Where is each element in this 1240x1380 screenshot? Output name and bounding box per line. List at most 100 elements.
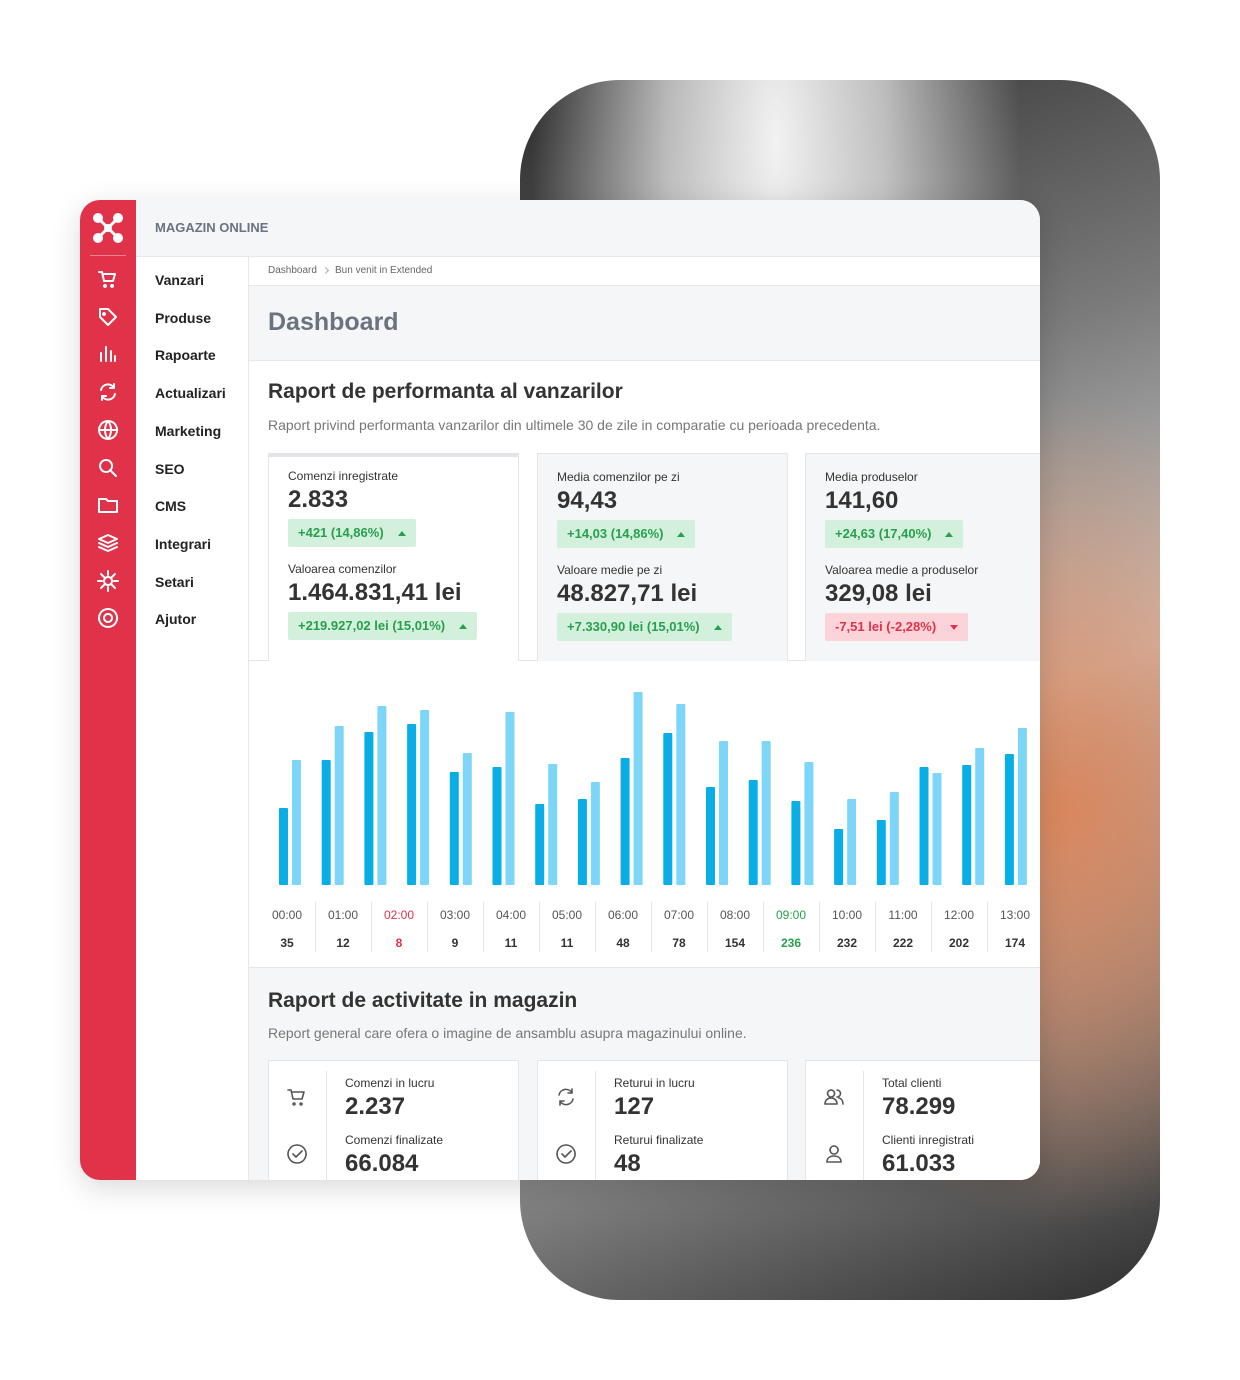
nav-item[interactable]: Vanzari bbox=[155, 272, 205, 288]
stat-label: Comenzi inregistrate bbox=[288, 469, 399, 483]
hour-label: 00:00 bbox=[271, 908, 303, 922]
stat-label: Valoarea comenzilor bbox=[288, 562, 397, 576]
breadcrumb-item[interactable]: Dashboard bbox=[268, 265, 317, 276]
hour-count: 78 bbox=[672, 936, 686, 950]
sidebar bbox=[80, 200, 136, 1180]
activity-icon bbox=[287, 1089, 305, 1106]
section-title: Raport de activitate in magazin bbox=[268, 989, 578, 1012]
change-badge: +14,03 (14,86%) bbox=[557, 520, 696, 548]
icon-path bbox=[99, 458, 117, 477]
column-divider bbox=[987, 902, 988, 952]
nav-icon bbox=[98, 498, 118, 514]
trend-arrow bbox=[397, 530, 406, 536]
nav-item[interactable]: Integrari bbox=[155, 535, 212, 552]
bar bbox=[420, 710, 430, 885]
bar bbox=[919, 767, 929, 885]
bar bbox=[590, 782, 600, 885]
stat-label: Valoarea medie a produselor bbox=[825, 563, 979, 577]
bar bbox=[279, 808, 288, 885]
bar bbox=[462, 753, 472, 885]
hour-label: 05:00 bbox=[551, 908, 583, 922]
bar bbox=[407, 724, 417, 885]
section-title: Raport de performanta al vanzarilor bbox=[268, 380, 623, 403]
bar bbox=[748, 780, 758, 885]
stat-label: Media produselor bbox=[825, 470, 918, 484]
hour-count: 236 bbox=[780, 936, 802, 950]
bar bbox=[761, 741, 771, 885]
bar bbox=[449, 772, 459, 885]
hour-label: 01:00 bbox=[327, 908, 359, 922]
change-badge: +24,63 (17,40%) bbox=[825, 520, 964, 548]
bar bbox=[676, 704, 686, 885]
bar bbox=[292, 760, 301, 885]
nav-item[interactable]: Produse bbox=[155, 309, 212, 326]
nav-icon bbox=[100, 346, 116, 363]
hour-label: 11:00 bbox=[888, 908, 918, 922]
nav-icon bbox=[98, 271, 116, 288]
column-divider bbox=[539, 902, 540, 952]
icon-path bbox=[98, 608, 119, 629]
activity-label: Returui finalizate bbox=[614, 1133, 704, 1147]
page-title: Dashboard bbox=[268, 308, 399, 336]
column-divider bbox=[819, 902, 820, 952]
hour-count: 35 bbox=[280, 936, 294, 950]
column-divider bbox=[315, 902, 316, 952]
trend-arrow bbox=[950, 624, 959, 630]
bar bbox=[975, 748, 985, 885]
nav-item[interactable]: Marketing bbox=[155, 422, 222, 439]
hour-label: 02:00 bbox=[383, 908, 415, 922]
activity-value: 78.299 bbox=[882, 1093, 956, 1120]
nav-item[interactable]: CMS bbox=[155, 498, 187, 515]
nav-item[interactable]: Setari bbox=[155, 573, 194, 590]
change-text: +24,63 (17,40%) bbox=[835, 526, 932, 541]
activity-label: Total clienti bbox=[882, 1076, 942, 1090]
change-badge: +421 (14,86%) bbox=[288, 519, 416, 547]
activity-label: Comenzi in lucru bbox=[345, 1076, 435, 1090]
top-bar: MAGAZIN ONLINE bbox=[136, 200, 1040, 257]
trend-arrow bbox=[713, 624, 722, 630]
nav-icon bbox=[98, 419, 119, 440]
nav-menu: Vanzari Produse Rapoarte Actualizari Marketi… bbox=[136, 257, 249, 1180]
icon-path bbox=[97, 569, 119, 592]
bar bbox=[492, 767, 502, 885]
change-badge: +219.927,02 lei (15,01%) bbox=[288, 612, 478, 640]
nav-item[interactable]: Rapoarte bbox=[155, 347, 216, 364]
stat-value: 94,43 bbox=[557, 487, 618, 514]
stat-value: 48.827,71 lei bbox=[557, 580, 698, 607]
column-divider bbox=[651, 902, 652, 952]
bar bbox=[535, 804, 545, 885]
hour-count: 11 bbox=[560, 936, 574, 950]
stat-value: 2.833 bbox=[288, 486, 349, 513]
hour-count: 232 bbox=[836, 936, 858, 950]
bar bbox=[321, 760, 331, 885]
breadcrumb-bar bbox=[249, 257, 1040, 286]
icon-path bbox=[826, 1145, 842, 1163]
bar-chart bbox=[279, 692, 1027, 885]
divider bbox=[326, 1071, 327, 1180]
hour-count: 202 bbox=[948, 936, 970, 950]
activity-value: 48 bbox=[614, 1150, 641, 1177]
nav-item[interactable]: Actualizari bbox=[155, 385, 226, 402]
nav-item[interactable]: SEO bbox=[155, 460, 185, 477]
bar bbox=[834, 829, 844, 885]
hour-label: 12:00 bbox=[943, 908, 975, 922]
nav-icon bbox=[99, 458, 117, 477]
bar bbox=[847, 799, 857, 885]
trend-arrow bbox=[459, 623, 468, 629]
nav-icon bbox=[100, 383, 116, 402]
activity-card: Returui in lucru 127 Returui finalizate 48 bbox=[537, 1060, 788, 1180]
bar bbox=[1017, 728, 1027, 885]
icon-path bbox=[556, 1144, 576, 1164]
icon-path bbox=[100, 346, 116, 363]
bar bbox=[1004, 754, 1014, 885]
hour-label: 10:00 bbox=[831, 908, 863, 922]
hour-count: 48 bbox=[616, 936, 630, 950]
bar bbox=[334, 726, 344, 885]
nav-icon bbox=[98, 533, 118, 552]
activity-value: 127 bbox=[614, 1093, 655, 1120]
stat-value: 329,08 lei bbox=[825, 580, 932, 607]
icon-path bbox=[100, 383, 116, 402]
nav-item[interactable]: Ajutor bbox=[155, 611, 197, 628]
change-badge: +7.330,90 lei (15,01%) bbox=[557, 613, 732, 641]
